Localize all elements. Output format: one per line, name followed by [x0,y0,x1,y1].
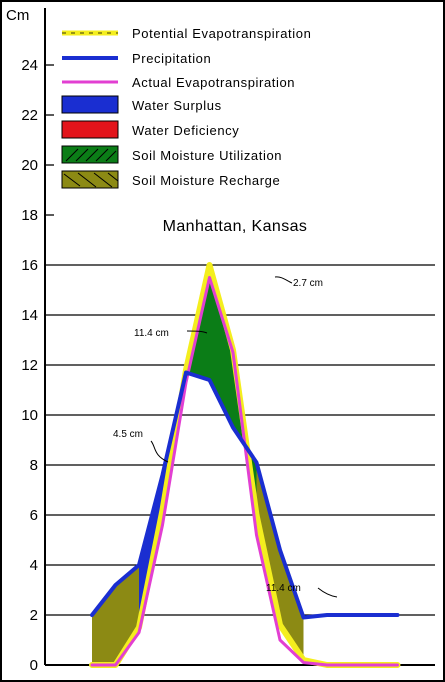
y-tick-label: 24 [21,57,38,74]
area-soil-moisture-utilization [186,265,257,515]
annotation-surplus-pointer [150,440,169,463]
y-tick-label: 2 [30,607,38,624]
y-axis-unit: Cm [6,7,29,24]
legend-item-soil-moisture-recharge: Soil Moisture Recharge [61,170,280,189]
legend-label-precip: Precipitation [132,51,211,66]
annotation-utilization-pointer [186,330,208,334]
area-soil-moisture-recharge-left [92,475,163,665]
y-tick-label: 20 [21,157,38,174]
annotation-deficiency-pointer [274,276,293,284]
y-tick-label: 10 [21,407,38,424]
legend-item-water-deficiency: Water Deficiency [61,120,239,139]
y-tick-label: 22 [21,107,38,124]
annotation-utilization: 11.4 cm [134,328,169,339]
y-tick-label: 8 [30,457,38,474]
annotation-recharge: 11.4 cm [266,583,301,594]
legend-item-precipitation: Precipitation [62,51,211,66]
legend-item-soil-moisture-utilization: Soil Moisture Utilization [61,145,282,164]
annotation-surplus: 4.5 cm [113,429,143,440]
y-tick-label: 0 [30,657,38,674]
y-tick-label: 4 [30,557,38,574]
series-lines [89,262,401,668]
annotation-recharge-pointer [317,587,338,598]
legend-item-potential-evapotranspiration: Potential Evapotranspiration [62,26,311,41]
legend-item-water-surplus: Water Surplus [61,95,222,114]
y-tick-label: 6 [30,507,38,524]
legend-item-actual-evapotranspiration: Actual Evapotranspiration [62,75,295,90]
legend-label-pet: Potential Evapotranspiration [132,26,311,41]
legend-label-aet: Actual Evapotranspiration [132,75,295,90]
legend-swatch-deficiency [61,120,119,139]
chart-title: Manhattan, Kansas [163,218,308,235]
y-tick-label: 14 [21,307,38,324]
legend-swatch-recharge [61,170,119,189]
annotation-deficiency: 2.7 cm [293,278,323,289]
legend-hatch-recharge [63,172,119,188]
legend-label-deficiency: Water Deficiency [132,123,239,138]
legend-label-surplus: Water Surplus [132,98,222,113]
legend: Potential Evapotranspiration Precipitati… [61,26,311,189]
legend-label-recharge: Soil Moisture Recharge [132,173,280,188]
legend-swatch-surplus [61,95,119,114]
y-tick-label: 18 [21,207,38,224]
line-precipitation [90,370,400,620]
y-tick-label: 12 [21,357,38,374]
legend-label-utilization: Soil Moisture Utilization [132,148,282,163]
legend-hatch-utilization [65,148,117,162]
annotations: 2.7 cm 11.4 cm 4.5 cm 11.4 cm [113,276,338,598]
legend-swatch-utilization [61,145,119,164]
y-tick-label: 16 [21,257,38,274]
